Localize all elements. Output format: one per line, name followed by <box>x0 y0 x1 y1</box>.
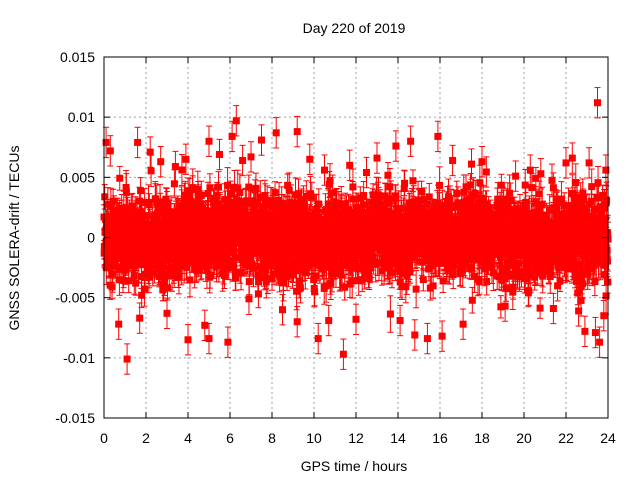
data-marker <box>245 295 253 303</box>
data-marker <box>198 259 206 267</box>
data-marker <box>198 204 206 212</box>
data-marker <box>156 265 164 273</box>
data-marker <box>108 235 116 243</box>
data-marker <box>166 215 174 223</box>
data-marker <box>195 236 203 244</box>
data-marker <box>204 231 212 239</box>
data-marker <box>181 197 189 205</box>
data-marker <box>180 209 188 217</box>
data-marker <box>184 252 192 260</box>
data-marker <box>108 283 116 291</box>
data-marker <box>183 263 191 271</box>
data-marker <box>166 264 174 272</box>
data-marker <box>197 200 205 208</box>
data-marker <box>206 271 214 279</box>
data-marker <box>128 202 136 210</box>
data-marker <box>160 280 168 288</box>
data-marker <box>206 184 214 192</box>
data-marker <box>163 199 171 207</box>
data-marker <box>151 238 159 246</box>
data-marker <box>101 193 109 201</box>
data-marker <box>168 272 176 280</box>
data-marker <box>193 231 201 239</box>
data-marker <box>162 195 170 203</box>
data-marker <box>271 189 279 197</box>
data-marker <box>156 200 164 208</box>
data-marker <box>155 273 163 281</box>
data-marker <box>137 187 145 195</box>
data-marker <box>160 262 168 270</box>
data-marker <box>147 167 155 175</box>
data-marker <box>122 188 130 196</box>
data-marker <box>186 276 194 284</box>
data-point <box>132 270 140 296</box>
data-marker <box>214 183 222 191</box>
data-marker <box>140 285 148 293</box>
data-marker <box>115 276 123 284</box>
data-marker <box>141 199 149 207</box>
data-marker <box>116 174 124 182</box>
data-marker <box>178 166 186 174</box>
data-marker <box>164 244 172 252</box>
data-marker <box>124 208 132 216</box>
data-marker <box>129 220 137 228</box>
data-marker <box>103 253 111 261</box>
data-marker <box>189 184 197 192</box>
data-marker <box>114 207 122 215</box>
data-marker <box>132 208 140 216</box>
data-marker <box>111 224 119 232</box>
data-marker <box>107 203 115 211</box>
data-marker <box>170 265 178 273</box>
data-point <box>116 165 124 191</box>
data-marker <box>135 260 143 268</box>
data-marker <box>138 291 146 299</box>
data-marker <box>178 201 186 209</box>
data-marker <box>224 181 232 189</box>
data-marker <box>204 190 212 198</box>
data-marker <box>125 277 133 285</box>
data-marker <box>121 265 129 273</box>
data-marker <box>119 276 127 284</box>
data-marker <box>119 245 127 253</box>
data-marker <box>187 198 195 206</box>
data-marker <box>159 286 167 294</box>
data-marker <box>170 180 178 188</box>
data-marker <box>132 279 140 287</box>
data-marker <box>145 273 153 281</box>
data-marker <box>145 201 153 209</box>
data-marker <box>109 270 117 278</box>
data-point <box>178 153 186 186</box>
data-marker <box>245 278 253 286</box>
data-marker <box>109 197 117 205</box>
data-marker <box>175 273 183 281</box>
data-marker <box>197 191 205 199</box>
data-marker <box>181 191 189 199</box>
data-marker <box>164 284 172 292</box>
data-marker <box>144 250 152 258</box>
data-marker <box>137 273 145 281</box>
